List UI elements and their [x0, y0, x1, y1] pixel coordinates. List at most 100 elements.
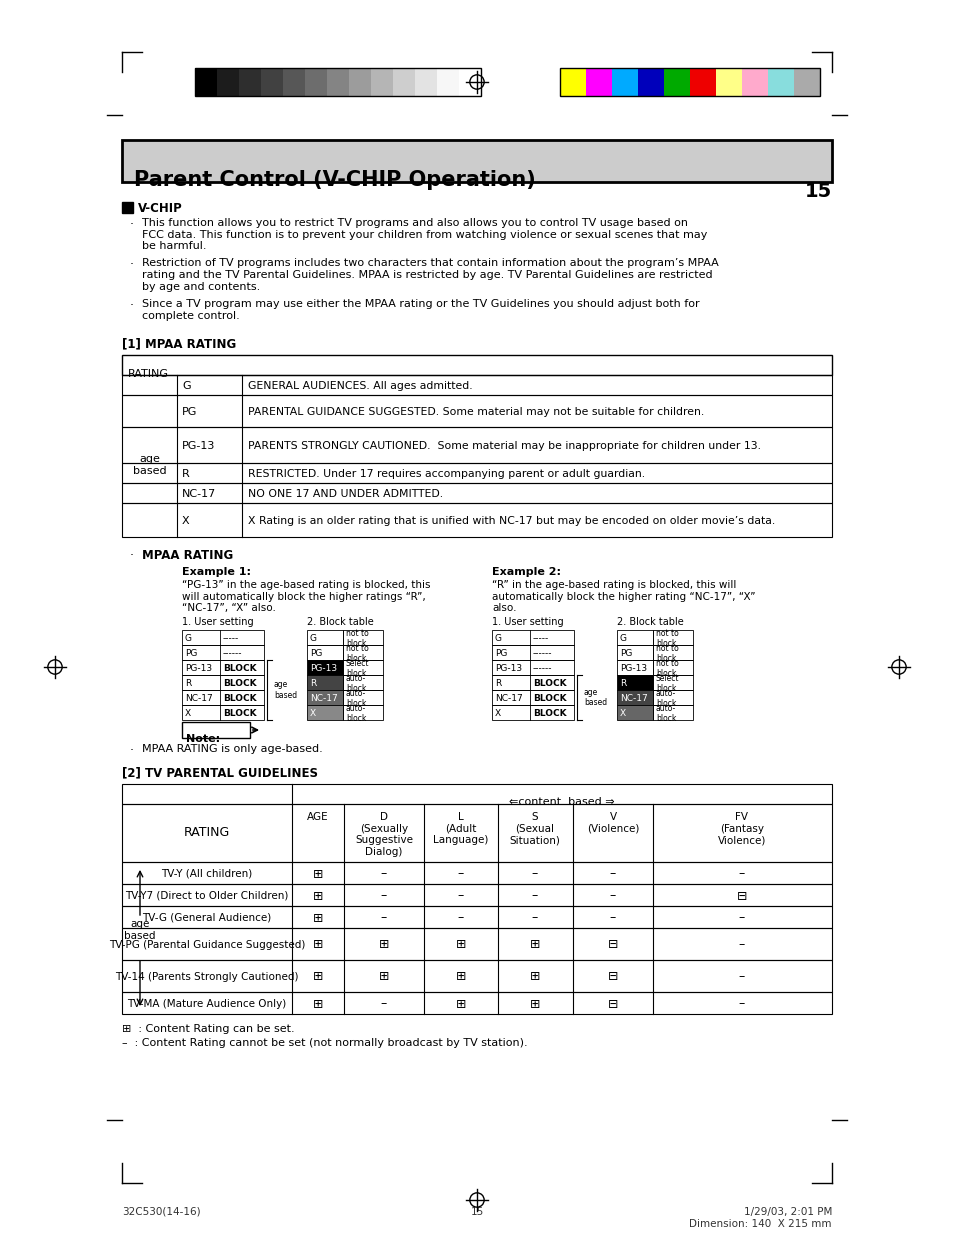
- Text: L
(Adult
Language): L (Adult Language): [433, 811, 488, 845]
- Text: G: G: [310, 634, 316, 643]
- Text: R: R: [185, 679, 191, 688]
- Bar: [327, 68, 349, 96]
- Text: TV-G (General Audience): TV-G (General Audience): [142, 913, 272, 923]
- Text: ⊞: ⊞: [313, 998, 323, 1010]
- Text: X: X: [310, 709, 315, 718]
- Bar: [492, 659, 574, 676]
- Bar: [261, 68, 283, 96]
- Text: Parent Control (V-CHIP Operation): Parent Control (V-CHIP Operation): [133, 170, 536, 190]
- Text: auto-
block: auto- block: [656, 704, 676, 724]
- Bar: [216, 68, 239, 96]
- Text: –  : Content Rating cannot be set (not normally broadcast by TV station).: – : Content Rating cannot be set (not no…: [122, 1037, 527, 1049]
- Text: not to
block: not to block: [656, 658, 678, 678]
- Bar: [343, 705, 382, 720]
- Text: Since a TV program may use either the MPAA rating or the TV Guidelines you shoul: Since a TV program may use either the MP…: [142, 299, 699, 321]
- Text: X: X: [619, 709, 625, 718]
- Text: 2. Block table: 2. Block table: [617, 618, 683, 627]
- Text: PG: PG: [185, 650, 197, 658]
- Bar: [617, 676, 652, 690]
- Text: TV-MA (Mature Audience Only): TV-MA (Mature Audience Only): [128, 999, 286, 1009]
- Bar: [689, 68, 716, 96]
- Text: BLOCK: BLOCK: [223, 664, 256, 673]
- Text: –: –: [739, 939, 744, 951]
- Bar: [122, 927, 831, 960]
- Text: ------: ------: [223, 650, 242, 658]
- Text: TV-PG (Parental Guidance Suggested): TV-PG (Parental Guidance Suggested): [109, 940, 305, 950]
- Bar: [617, 690, 652, 705]
- Text: NC-17: NC-17: [495, 694, 522, 703]
- Bar: [617, 630, 652, 645]
- Bar: [393, 68, 415, 96]
- Text: R: R: [182, 469, 190, 479]
- Bar: [122, 375, 831, 395]
- Text: –: –: [739, 911, 744, 925]
- Text: –: –: [532, 911, 537, 925]
- Text: ⊞: ⊞: [378, 971, 389, 983]
- Text: Example 2:: Example 2:: [492, 567, 560, 577]
- Bar: [182, 645, 264, 659]
- Text: –: –: [739, 867, 744, 881]
- Text: ⊞  : Content Rating can be set.: ⊞ : Content Rating can be set.: [122, 1024, 294, 1034]
- Bar: [617, 645, 652, 659]
- Text: R: R: [310, 679, 315, 688]
- Text: RATING: RATING: [128, 369, 169, 379]
- Text: 15: 15: [804, 182, 831, 201]
- Text: not to
block: not to block: [656, 629, 678, 648]
- Bar: [182, 690, 264, 705]
- Text: ⇐content  based ⇒: ⇐content based ⇒: [509, 797, 614, 806]
- Text: ⊟: ⊟: [607, 971, 618, 983]
- Text: –: –: [739, 998, 744, 1010]
- Text: –: –: [609, 867, 616, 881]
- Text: –: –: [532, 889, 537, 903]
- Text: BLOCK: BLOCK: [533, 679, 566, 688]
- Text: ⊞: ⊞: [378, 939, 389, 951]
- Text: 1. User setting: 1. User setting: [182, 618, 253, 627]
- Text: G: G: [619, 634, 626, 643]
- Text: ⊞: ⊞: [529, 971, 539, 983]
- Text: 2. Block table: 2. Block table: [307, 618, 374, 627]
- Bar: [307, 645, 343, 659]
- Text: ⊞: ⊞: [456, 971, 466, 983]
- Bar: [436, 68, 458, 96]
- Text: R: R: [495, 679, 500, 688]
- Text: R: R: [619, 679, 625, 688]
- Bar: [343, 630, 382, 645]
- Bar: [559, 68, 820, 96]
- Text: ·: ·: [130, 258, 133, 272]
- Bar: [283, 68, 305, 96]
- Text: –: –: [457, 889, 464, 903]
- Text: X: X: [495, 709, 500, 718]
- Bar: [182, 705, 264, 720]
- Bar: [371, 68, 393, 96]
- Text: RESTRICTED. Under 17 requires accompanying parent or adult guardian.: RESTRICTED. Under 17 requires accompanyi…: [248, 469, 644, 479]
- Text: PG-13: PG-13: [185, 664, 212, 673]
- Text: 1/29/03, 2:01 PM
Dimension: 140  X 215 mm: 1/29/03, 2:01 PM Dimension: 140 X 215 mm: [689, 1207, 831, 1229]
- Bar: [767, 68, 793, 96]
- Text: NC-17: NC-17: [185, 694, 213, 703]
- Bar: [492, 676, 574, 690]
- Text: MPAA RATING is only age-based.: MPAA RATING is only age-based.: [142, 743, 322, 755]
- Bar: [652, 659, 692, 676]
- Bar: [349, 68, 371, 96]
- Text: ⊞: ⊞: [456, 939, 466, 951]
- Text: Select
block: Select block: [346, 658, 369, 678]
- Text: D
(Sexually
Suggestive
Dialog): D (Sexually Suggestive Dialog): [355, 811, 413, 857]
- Text: ⊞: ⊞: [529, 998, 539, 1010]
- Text: ⊞: ⊞: [313, 939, 323, 951]
- Bar: [182, 676, 264, 690]
- Text: [1] MPAA RATING: [1] MPAA RATING: [122, 337, 236, 350]
- Text: RATING: RATING: [184, 826, 230, 840]
- Bar: [122, 784, 831, 804]
- Text: “R” in the age-based rating is blocked, this will
automatically block the higher: “R” in the age-based rating is blocked, …: [492, 580, 755, 614]
- Bar: [122, 354, 831, 375]
- Bar: [492, 690, 574, 705]
- Text: ⊟: ⊟: [736, 889, 746, 903]
- Bar: [307, 630, 343, 645]
- Text: –: –: [457, 867, 464, 881]
- Text: TV-14 (Parents Strongly Cautioned): TV-14 (Parents Strongly Cautioned): [115, 972, 298, 982]
- Bar: [638, 68, 663, 96]
- Text: PG-13: PG-13: [310, 664, 336, 673]
- Text: –: –: [609, 889, 616, 903]
- Text: PG: PG: [495, 650, 507, 658]
- Text: PARENTS STRONGLY CAUTIONED.  Some material may be inappropriate for children und: PARENTS STRONGLY CAUTIONED. Some materia…: [248, 441, 760, 451]
